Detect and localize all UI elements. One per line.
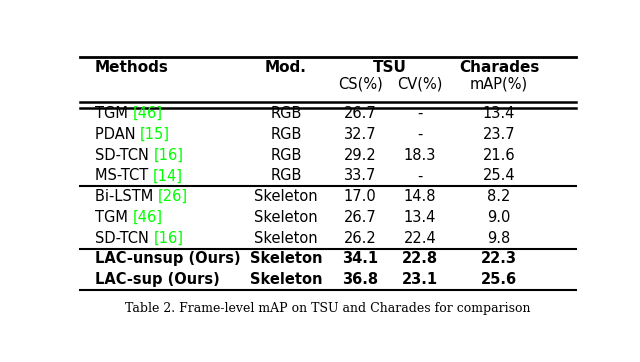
Text: Skeleton: Skeleton bbox=[254, 189, 317, 204]
Text: 14.8: 14.8 bbox=[403, 189, 436, 204]
Text: Skeleton: Skeleton bbox=[254, 231, 317, 246]
Text: TSU: TSU bbox=[373, 60, 407, 75]
Text: [46]: [46] bbox=[132, 210, 163, 225]
Text: 29.2: 29.2 bbox=[344, 148, 376, 163]
Text: 23.7: 23.7 bbox=[483, 127, 515, 142]
Text: RGB: RGB bbox=[270, 168, 301, 184]
Text: Charades: Charades bbox=[459, 60, 540, 75]
Text: [14]: [14] bbox=[153, 168, 183, 184]
Text: 18.3: 18.3 bbox=[404, 148, 436, 163]
Text: LAC-unsup (Ours): LAC-unsup (Ours) bbox=[95, 252, 241, 266]
Text: Bi-LSTM: Bi-LSTM bbox=[95, 189, 157, 204]
Text: LAC-sup (Ours): LAC-sup (Ours) bbox=[95, 272, 220, 287]
Text: -: - bbox=[417, 168, 422, 184]
Text: 9.8: 9.8 bbox=[488, 231, 511, 246]
Text: 22.4: 22.4 bbox=[403, 231, 436, 246]
Text: 17.0: 17.0 bbox=[344, 189, 376, 204]
Text: Table 2. Frame-level mAP on TSU and Charades for comparison: Table 2. Frame-level mAP on TSU and Char… bbox=[125, 302, 531, 315]
Text: 23.1: 23.1 bbox=[402, 272, 438, 287]
Text: Skeleton: Skeleton bbox=[254, 210, 317, 225]
Text: 25.6: 25.6 bbox=[481, 272, 517, 287]
Text: 26.7: 26.7 bbox=[344, 210, 376, 225]
Text: RGB: RGB bbox=[270, 127, 301, 142]
Text: 25.4: 25.4 bbox=[483, 168, 515, 184]
Text: PDAN: PDAN bbox=[95, 127, 140, 142]
Text: SD-TCN: SD-TCN bbox=[95, 148, 154, 163]
Text: TGM: TGM bbox=[95, 106, 132, 121]
Text: 34.1: 34.1 bbox=[342, 252, 378, 266]
Text: 13.4: 13.4 bbox=[483, 106, 515, 121]
Text: [26]: [26] bbox=[157, 189, 188, 204]
Text: Skeleton: Skeleton bbox=[250, 272, 322, 287]
Text: RGB: RGB bbox=[270, 106, 301, 121]
Text: 8.2: 8.2 bbox=[488, 189, 511, 204]
Text: -: - bbox=[417, 106, 422, 121]
Text: CV(%): CV(%) bbox=[397, 76, 442, 91]
Text: mAP(%): mAP(%) bbox=[470, 76, 528, 91]
Text: 13.4: 13.4 bbox=[404, 210, 436, 225]
Text: RGB: RGB bbox=[270, 148, 301, 163]
Text: [16]: [16] bbox=[154, 231, 184, 246]
Text: 22.3: 22.3 bbox=[481, 252, 517, 266]
Text: [46]: [46] bbox=[132, 106, 163, 121]
Text: 22.8: 22.8 bbox=[402, 252, 438, 266]
Text: [15]: [15] bbox=[140, 127, 170, 142]
Text: TGM: TGM bbox=[95, 210, 132, 225]
Text: Methods: Methods bbox=[95, 60, 169, 75]
Text: 32.7: 32.7 bbox=[344, 127, 376, 142]
Text: [16]: [16] bbox=[154, 148, 184, 163]
Text: Mod.: Mod. bbox=[265, 60, 307, 75]
Text: 26.2: 26.2 bbox=[344, 231, 376, 246]
Text: 21.6: 21.6 bbox=[483, 148, 515, 163]
Text: -: - bbox=[417, 127, 422, 142]
Text: 33.7: 33.7 bbox=[344, 168, 376, 184]
Text: 36.8: 36.8 bbox=[342, 272, 378, 287]
Text: Skeleton: Skeleton bbox=[250, 252, 322, 266]
Text: 9.0: 9.0 bbox=[488, 210, 511, 225]
Text: MS-TCT: MS-TCT bbox=[95, 168, 153, 184]
Text: 26.7: 26.7 bbox=[344, 106, 376, 121]
Text: SD-TCN: SD-TCN bbox=[95, 231, 154, 246]
Text: CS(%): CS(%) bbox=[338, 76, 383, 91]
